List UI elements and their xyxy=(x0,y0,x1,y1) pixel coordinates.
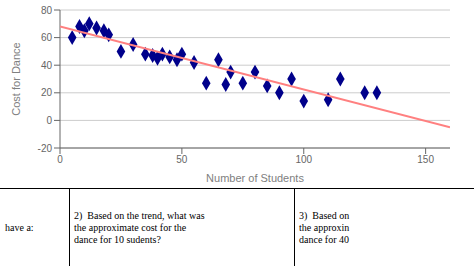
svg-text:Number of Students: Number of Students xyxy=(206,172,304,184)
svg-text:80: 80 xyxy=(41,5,53,16)
svg-text:100: 100 xyxy=(295,154,312,165)
html-text:2) Based on the trend, what wa: 2) Based on the trend, what was the appr… xyxy=(74,210,205,245)
svg-text:-20: -20 xyxy=(38,143,53,154)
svg-text:40: 40 xyxy=(41,60,53,71)
svg-text:50: 50 xyxy=(176,154,188,165)
svg-text:0: 0 xyxy=(46,115,52,126)
svg-text:20: 20 xyxy=(41,87,53,98)
html-text:3) Based on the approxin dance: 3) Based on the approxin dance for 40 xyxy=(299,210,350,245)
svg-text:150: 150 xyxy=(417,154,434,165)
svg-text:60: 60 xyxy=(41,32,53,43)
svg-text:0: 0 xyxy=(57,154,63,165)
html-text:have a:: have a: xyxy=(5,222,34,233)
svg-text:Cost for Dance: Cost for Dance xyxy=(10,42,22,115)
